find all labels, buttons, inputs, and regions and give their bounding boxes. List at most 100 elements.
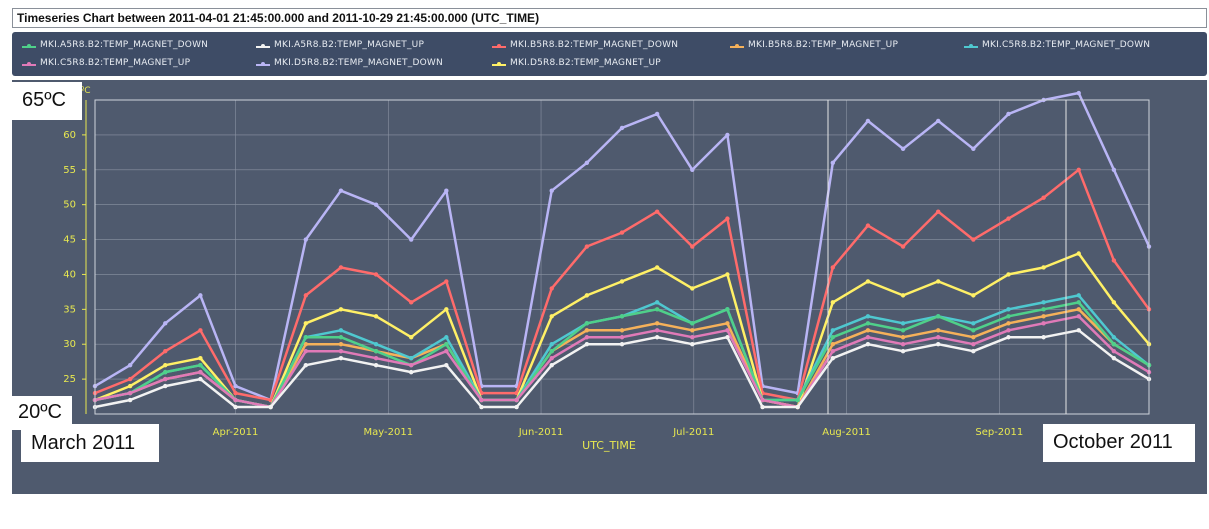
data-point[interactable]	[619, 125, 625, 131]
data-point[interactable]	[725, 132, 730, 138]
data-point[interactable]	[268, 397, 273, 403]
data-point[interactable]	[409, 237, 414, 242]
data-point[interactable]	[1076, 314, 1081, 319]
data-point[interactable]	[127, 397, 133, 403]
data-point[interactable]	[1006, 335, 1011, 340]
data-point[interactable]	[549, 349, 554, 354]
data-point[interactable]	[514, 404, 519, 410]
data-point[interactable]	[549, 362, 554, 368]
data-point[interactable]	[690, 328, 695, 333]
data-point[interactable]	[409, 300, 414, 305]
data-point[interactable]	[900, 349, 906, 354]
data-point[interactable]	[865, 335, 871, 340]
data-point[interactable]	[936, 209, 941, 214]
data-point[interactable]	[479, 397, 484, 403]
data-point[interactable]	[303, 237, 308, 242]
data-point[interactable]	[900, 335, 906, 340]
data-point[interactable]	[725, 272, 730, 277]
data-point[interactable]	[654, 111, 660, 117]
data-point[interactable]	[795, 404, 800, 410]
data-point[interactable]	[303, 362, 308, 368]
data-point[interactable]	[900, 321, 906, 326]
data-point[interactable]	[865, 328, 871, 333]
data-point[interactable]	[198, 293, 203, 298]
data-point[interactable]	[127, 376, 133, 382]
data-point[interactable]	[725, 307, 730, 312]
data-point[interactable]	[549, 342, 554, 347]
data-point[interactable]	[198, 376, 203, 382]
data-point[interactable]	[654, 265, 660, 270]
data-point[interactable]	[444, 362, 449, 368]
data-point[interactable]	[1111, 342, 1117, 347]
data-point[interactable]	[1041, 265, 1046, 270]
data-point[interactable]	[725, 335, 730, 340]
data-point[interactable]	[830, 328, 835, 333]
data-point[interactable]	[444, 335, 449, 340]
data-point[interactable]	[268, 404, 273, 410]
data-point[interactable]	[549, 286, 554, 291]
data-point[interactable]	[373, 362, 379, 368]
data-point[interactable]	[830, 342, 835, 347]
series-line[interactable]	[94, 294, 1150, 409]
data-point[interactable]	[1111, 167, 1117, 172]
data-point[interactable]	[830, 160, 835, 165]
data-point[interactable]	[1041, 321, 1046, 326]
data-point[interactable]	[619, 314, 625, 319]
data-point[interactable]	[865, 118, 871, 124]
data-point[interactable]	[1041, 335, 1046, 340]
data-point[interactable]	[233, 404, 238, 410]
data-point[interactable]	[584, 328, 590, 333]
data-point[interactable]	[514, 397, 519, 403]
data-point[interactable]	[338, 188, 344, 193]
data-point[interactable]	[1006, 111, 1011, 117]
data-point[interactable]	[971, 321, 976, 326]
data-point[interactable]	[619, 279, 625, 284]
data-point[interactable]	[163, 321, 168, 326]
data-point[interactable]	[1041, 300, 1046, 305]
data-point[interactable]	[584, 160, 590, 165]
data-point[interactable]	[303, 293, 308, 298]
data-point[interactable]	[971, 342, 976, 347]
data-point[interactable]	[444, 342, 449, 347]
data-point[interactable]	[936, 342, 941, 347]
data-point[interactable]	[971, 335, 976, 340]
data-point[interactable]	[338, 335, 344, 340]
data-point[interactable]	[163, 383, 168, 389]
series-line[interactable]	[94, 91, 1151, 402]
data-point[interactable]	[1111, 258, 1117, 263]
data-point[interactable]	[971, 146, 976, 152]
data-point[interactable]	[1041, 307, 1046, 312]
data-point[interactable]	[1076, 293, 1081, 298]
data-point[interactable]	[549, 355, 554, 361]
data-point[interactable]	[1111, 355, 1117, 361]
data-point[interactable]	[690, 342, 695, 347]
data-point[interactable]	[619, 328, 625, 333]
data-point[interactable]	[1076, 300, 1081, 305]
data-point[interactable]	[233, 397, 238, 403]
data-point[interactable]	[373, 202, 379, 207]
data-point[interactable]	[127, 390, 133, 396]
data-point[interactable]	[1076, 167, 1081, 172]
data-point[interactable]	[373, 342, 379, 347]
data-point[interactable]	[198, 328, 203, 333]
data-point[interactable]	[690, 286, 695, 291]
data-point[interactable]	[549, 188, 554, 193]
data-point[interactable]	[690, 244, 695, 249]
data-point[interactable]	[163, 376, 168, 382]
data-point[interactable]	[584, 293, 590, 298]
data-point[interactable]	[303, 321, 308, 326]
data-point[interactable]	[795, 397, 800, 403]
data-point[interactable]	[1006, 272, 1011, 277]
data-point[interactable]	[409, 355, 414, 361]
data-point[interactable]	[654, 335, 660, 340]
data-point[interactable]	[198, 355, 203, 361]
data-point[interactable]	[725, 328, 730, 333]
data-point[interactable]	[373, 355, 379, 361]
data-point[interactable]	[1006, 307, 1011, 312]
data-point[interactable]	[830, 355, 835, 361]
data-point[interactable]	[865, 314, 871, 319]
data-point[interactable]	[690, 335, 695, 340]
data-point[interactable]	[654, 209, 660, 214]
data-point[interactable]	[619, 230, 625, 235]
data-point[interactable]	[865, 223, 871, 228]
